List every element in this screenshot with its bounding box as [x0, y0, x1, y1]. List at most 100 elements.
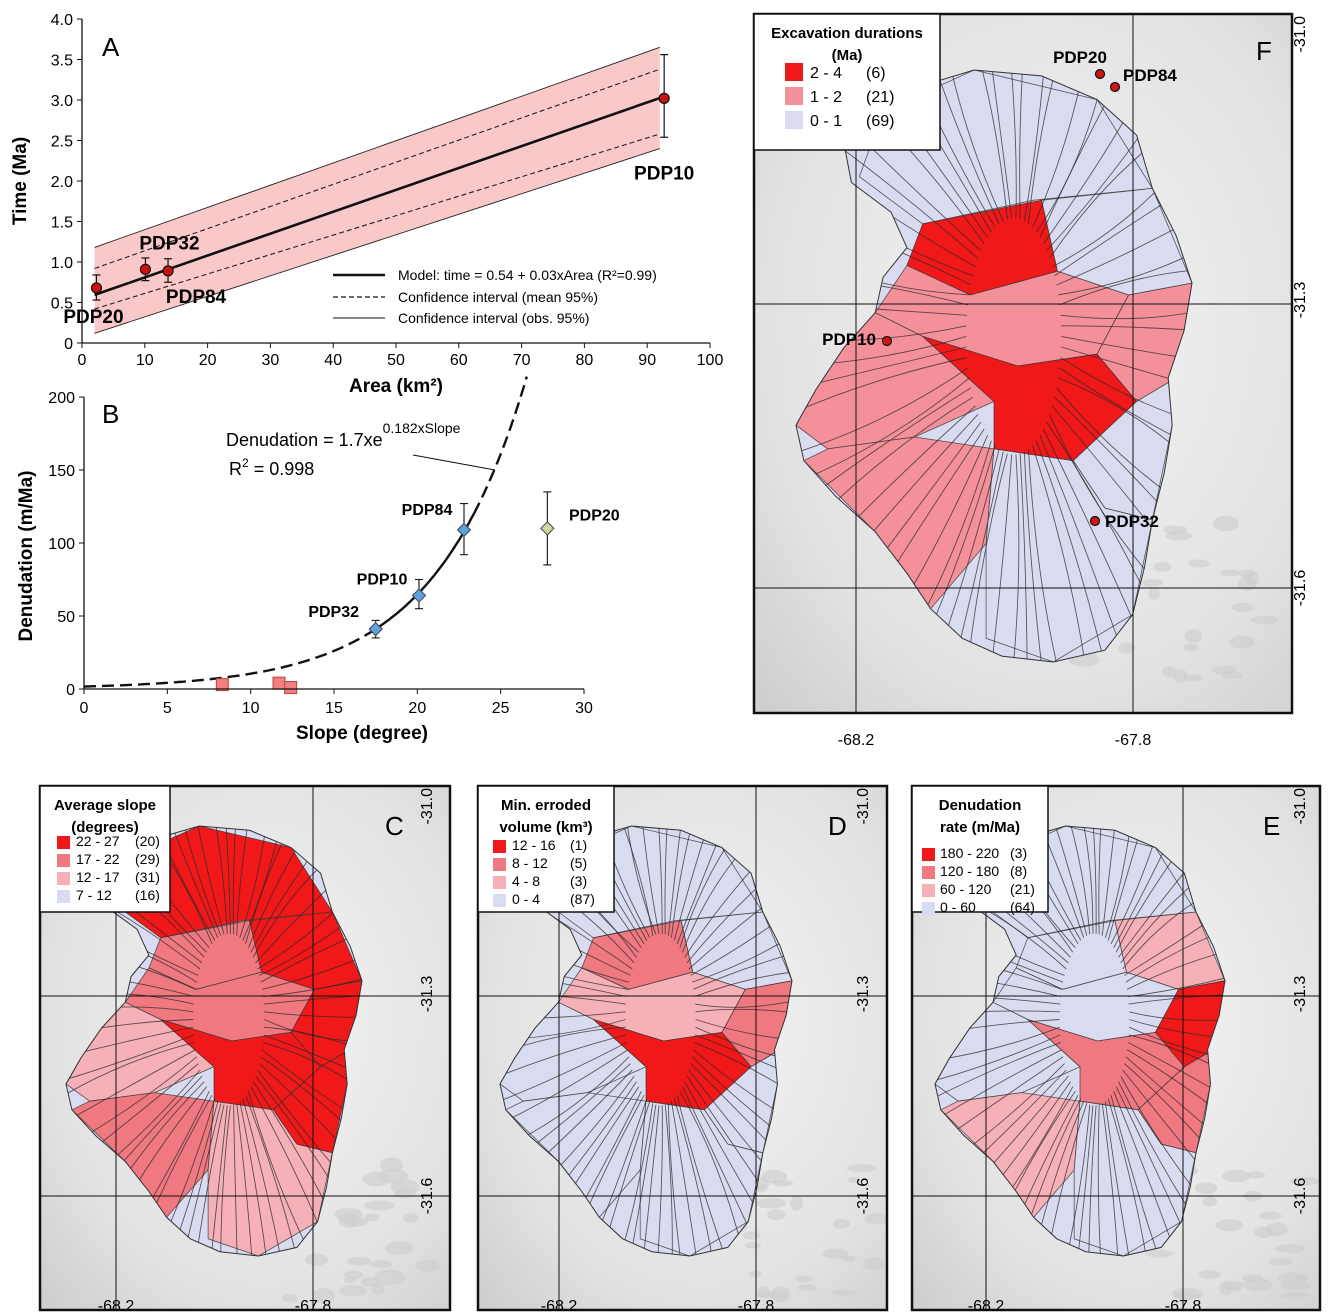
- legend-swatch: [785, 111, 803, 129]
- drainage-line: [796, 357, 968, 432]
- legend-swatch: [493, 894, 506, 907]
- legend-label-obs-ci: Confidence interval (obs. 95%): [398, 310, 589, 326]
- seafloor-texture: [362, 1171, 390, 1187]
- drainage-line: [500, 1019, 626, 1042]
- drainage-line: [621, 826, 657, 935]
- drainage-line: [1004, 70, 1017, 219]
- map-panel-label: C: [385, 811, 404, 841]
- drainage-line: [172, 1103, 222, 1256]
- drainage-line: [1061, 325, 1192, 334]
- legend-count: (69): [866, 113, 894, 130]
- latitude-label: -31.0: [1292, 788, 1309, 825]
- legend-range: 12 - 16: [512, 837, 556, 853]
- seafloor-texture: [1220, 569, 1240, 577]
- drainage-line: [262, 969, 362, 998]
- data-square: [284, 681, 298, 695]
- seafloor-texture: [1229, 635, 1256, 649]
- drainage-line: [205, 1105, 228, 1256]
- seafloor-texture: [282, 1293, 298, 1303]
- seafloor-texture: [394, 1188, 416, 1199]
- longitude-label: -68.2: [541, 1298, 578, 1315]
- drainage-line: [263, 1034, 362, 1090]
- drainage-line: [188, 1104, 225, 1256]
- seafloor-texture: [1277, 1272, 1309, 1285]
- drainage-line: [691, 1056, 792, 1158]
- drainage-line: [66, 1034, 195, 1090]
- map-frame: [910, 784, 1322, 1312]
- seafloor-texture: [1250, 616, 1279, 625]
- drainage-line: [1097, 1104, 1105, 1256]
- seafloor-texture: [1280, 1281, 1312, 1291]
- legend-count: (64): [1010, 899, 1035, 915]
- legend-swatch: [493, 876, 506, 889]
- legend-count: (3): [570, 873, 587, 889]
- data-point-pdp20: [90, 282, 103, 294]
- legend-swatch: [785, 63, 803, 81]
- drainage-line: [1023, 826, 1085, 938]
- drainage-line: [1087, 1105, 1097, 1256]
- drainage-line: [1056, 387, 1192, 526]
- panel-a-axes: 0 10 20 30 40 50 60 70 80 90 100 0 0.5 1.0 1.5 2.0 2.5 3.…: [51, 12, 724, 369]
- seafloor-texture: [1198, 1270, 1221, 1279]
- drainage-line: [917, 70, 1000, 224]
- seafloor-texture: [379, 1157, 404, 1173]
- y-tick-label: 4.0: [51, 12, 73, 29]
- seafloor-texture: [1118, 642, 1136, 654]
- drainage-line: [261, 1049, 362, 1136]
- drainage-line: [637, 1105, 660, 1256]
- legend-title: volume (km³): [499, 819, 592, 836]
- legend-range: 180 - 220: [940, 845, 999, 861]
- drainage-line: [1101, 1103, 1121, 1256]
- drainage-line: [877, 440, 992, 662]
- drainage-line: [897, 445, 996, 662]
- map-frame: [38, 784, 452, 1312]
- drainage-line: [935, 1041, 1062, 1113]
- seafloor-texture: [761, 1169, 788, 1184]
- seafloor-texture: [1148, 587, 1161, 600]
- seafloor-texture: [742, 1231, 761, 1240]
- drainage-line: [693, 1049, 792, 1136]
- seafloor-texture: [1171, 1287, 1204, 1299]
- drainage-line: [1023, 70, 1050, 222]
- drainage-line: [1059, 267, 1192, 306]
- drainage-line: [1032, 70, 1091, 228]
- seafloor-texture: [1184, 628, 1203, 643]
- seafloor-texture: [1141, 579, 1164, 587]
- drainage-line: [1127, 969, 1225, 998]
- seafloor-texture: [1258, 1211, 1282, 1220]
- legend-swatch: [57, 836, 70, 849]
- y-tick-label: 0.5: [51, 296, 73, 313]
- map-panel-c: Average slope (degrees)22 - 27 (20) 17 - 22…: [38, 784, 452, 1315]
- legend-range: 4 - 8: [512, 873, 540, 889]
- seafloor-texture: [343, 1270, 364, 1280]
- x-tick-label: 25: [492, 700, 510, 717]
- legend-title: Average slope: [54, 797, 156, 814]
- drainage-line: [1110, 1095, 1166, 1256]
- data-square: [272, 676, 286, 690]
- drainage-line: [239, 1101, 272, 1256]
- longitude-label: -68.2: [968, 1298, 1005, 1315]
- sample-site-label-pdp20: PDP20: [1053, 48, 1107, 67]
- drainage-line: [66, 1019, 194, 1042]
- drainage-line: [1060, 357, 1192, 432]
- drainage-line: [126, 826, 213, 944]
- panel-a-plot-area: PDP20 PDP32 PDP84 PDP10: [63, 46, 694, 334]
- seafloor-texture: [344, 1217, 369, 1227]
- drainage-line: [667, 826, 687, 936]
- seafloor-texture: [403, 1212, 419, 1224]
- panel-a-legend: Model: time = 0.54 + 0.03xArea (R²=0.99)…: [333, 267, 657, 326]
- legend-swatch: [57, 890, 70, 903]
- data-diamond-pdp84: [456, 522, 472, 538]
- sample-site-label-pdp10: PDP10: [822, 330, 876, 349]
- map-panel-d: Min. erroded volume (km³)12 - 16 (1) 8 - 12…: [476, 784, 889, 1315]
- sample-site-pdp84: [1109, 81, 1121, 93]
- y-tick-label: 0: [64, 336, 73, 353]
- drainage-line: [221, 826, 231, 934]
- x-tick-label: 30: [575, 700, 593, 717]
- seafloor-texture: [364, 1213, 380, 1222]
- drainage-line: [1008, 1098, 1082, 1256]
- longitude-label: -68.2: [838, 732, 875, 749]
- drainage-line: [245, 826, 302, 944]
- seafloor-texture: [371, 1282, 385, 1296]
- legend-count: (87): [570, 891, 595, 907]
